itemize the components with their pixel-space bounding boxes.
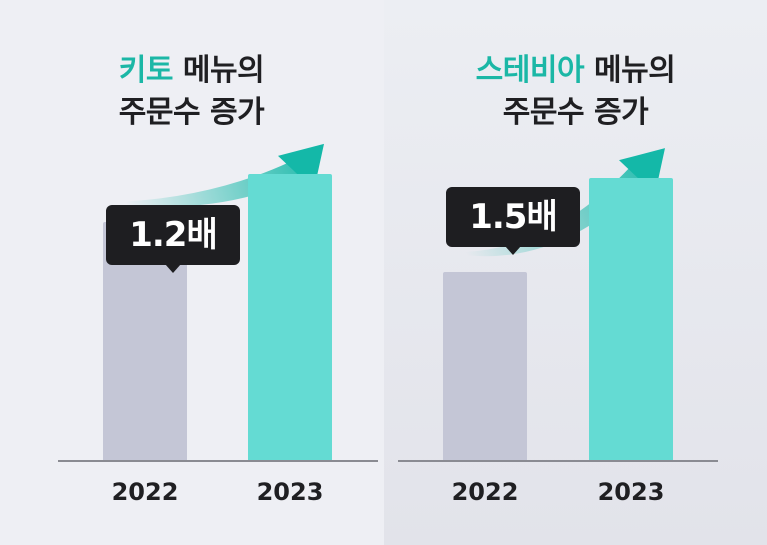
- title-accent: 키토: [118, 53, 174, 88]
- growth-arrow-icon: [465, 148, 665, 257]
- chart-panel-stevia: 스테비아 메뉴의 주문수 증가 2022 2023 1.5배: [384, 0, 767, 545]
- title-rest: 메뉴의: [584, 53, 676, 88]
- bar-2023: [589, 178, 673, 460]
- x-tick-2023: 2023: [597, 478, 665, 506]
- title-line2: 주문수 증가: [118, 95, 265, 130]
- bar-2022: [443, 272, 527, 460]
- x-tick-2022: 2022: [111, 478, 179, 506]
- chart-panel-keto: 키토 메뉴의 주문수 증가 2022 2023 1.2배: [0, 0, 383, 545]
- x-tick-2023: 2023: [256, 478, 324, 506]
- x-axis-baseline: [58, 460, 378, 462]
- growth-badge: 1.5배: [446, 187, 580, 255]
- title-rest: 메뉴의: [172, 53, 265, 88]
- title-line2: 주문수 증가: [502, 95, 649, 130]
- chart-title: 키토 메뉴의 주문수 증가: [0, 50, 383, 134]
- growth-badge: 1.2배: [106, 205, 240, 273]
- title-accent: 스테비아: [475, 53, 585, 88]
- x-axis-baseline: [398, 460, 718, 462]
- chart-title: 스테비아 메뉴의 주문수 증가: [384, 50, 767, 134]
- bar-2023: [248, 173, 332, 460]
- x-tick-2022: 2022: [451, 478, 519, 506]
